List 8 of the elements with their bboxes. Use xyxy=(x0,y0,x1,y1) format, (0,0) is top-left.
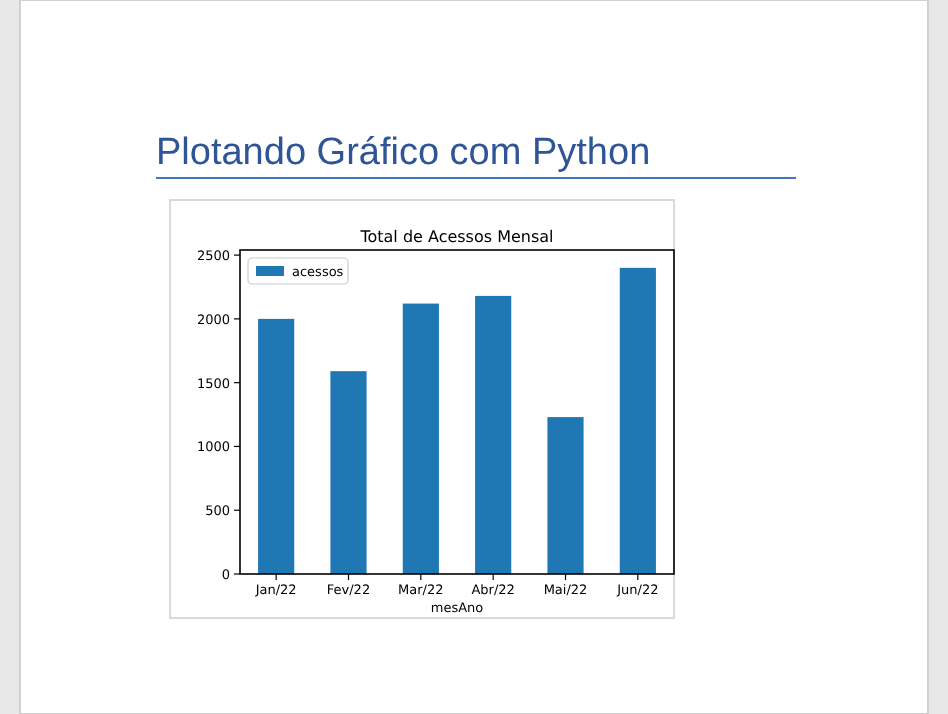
bar xyxy=(258,318,295,574)
bar xyxy=(330,371,367,574)
bar xyxy=(619,267,656,574)
bar xyxy=(475,295,512,574)
bar xyxy=(547,417,584,574)
bar xyxy=(402,303,439,574)
text: Plotando Gráfico com Python xyxy=(156,132,651,174)
chart-title: Total de Acessos Mensal xyxy=(358,228,554,246)
